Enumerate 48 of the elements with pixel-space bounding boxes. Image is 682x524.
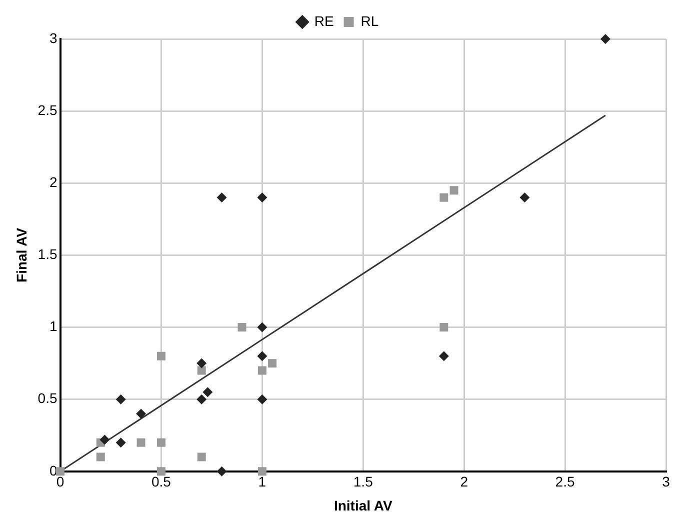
x-tick-label: 2 (460, 474, 468, 490)
point (136, 438, 146, 447)
point (116, 394, 126, 404)
y-tick-label: 0 (49, 462, 58, 478)
point (136, 408, 146, 419)
point (116, 438, 126, 448)
y-tick-label: 0.5 (38, 390, 58, 406)
point (202, 387, 213, 398)
point (257, 322, 268, 332)
point (438, 351, 449, 362)
point (257, 192, 268, 203)
point (257, 351, 268, 362)
point (156, 352, 166, 360)
legend-label: RE (314, 12, 334, 29)
y-tick-label: 1 (49, 318, 58, 334)
point (100, 434, 110, 445)
point (96, 452, 105, 462)
y-tick-label: 2 (49, 174, 58, 190)
point (156, 467, 166, 476)
point (258, 467, 266, 476)
x-tick-label: 0.5 (151, 474, 172, 490)
point (238, 323, 246, 332)
point (197, 452, 206, 462)
point (520, 192, 530, 203)
point (450, 186, 458, 195)
x-tick-label: 3 (662, 474, 670, 490)
point (440, 323, 448, 332)
x-axis-title: Initial AV (334, 497, 393, 514)
x-tick-label: 1.5 (353, 474, 374, 490)
legend-label: RL (360, 12, 379, 29)
point (268, 359, 277, 368)
y-tick-label: 2.5 (38, 102, 58, 118)
y-tick-label: 1.5 (38, 246, 58, 262)
point (440, 193, 448, 202)
point (196, 394, 207, 404)
x-tick-label: 1 (258, 474, 266, 490)
point (156, 438, 166, 447)
point (257, 394, 268, 404)
point (258, 366, 266, 375)
point (196, 358, 207, 368)
point (216, 192, 227, 203)
point (56, 467, 65, 476)
point (197, 366, 206, 375)
point (600, 34, 610, 44)
y-axis-title: Final AV (13, 227, 30, 282)
y-tick-label: 3 (49, 30, 58, 46)
x-tick-label: 2.5 (555, 474, 575, 490)
point (216, 466, 227, 476)
